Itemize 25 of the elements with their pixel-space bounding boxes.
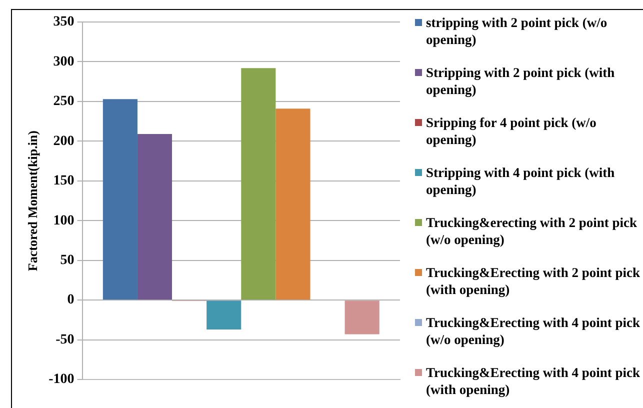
y-tick-label: 50 bbox=[60, 253, 74, 268]
y-tick-label: -50 bbox=[56, 332, 74, 348]
bar bbox=[276, 108, 310, 300]
y-tick-label: 350 bbox=[53, 14, 74, 30]
bar bbox=[137, 134, 172, 300]
legend-label: Trucking&Erecting with 2 point pick (with opening) bbox=[426, 264, 641, 298]
bar bbox=[344, 300, 380, 334]
y-tick-label: 300 bbox=[53, 54, 74, 70]
y-tick-label: 150 bbox=[53, 174, 74, 189]
y-tick-label: -100 bbox=[48, 372, 74, 388]
legend-label: Stripping with 4 point pick (with opening) bbox=[426, 164, 616, 198]
bar bbox=[206, 300, 242, 330]
bar bbox=[102, 99, 138, 300]
legend-label: Trucking&erecting with 2 point pick (w/o opening) bbox=[426, 214, 638, 248]
bar bbox=[241, 68, 276, 300]
legend-label: Trucking&Erecting with 4 point pick (w/o opening) bbox=[426, 314, 641, 348]
y-axis-title: Factored Moment(kip.in) bbox=[25, 130, 40, 272]
y-tick-label: 100 bbox=[53, 213, 74, 228]
y-tick-label: 250 bbox=[53, 94, 74, 110]
y-tick-label: 200 bbox=[53, 134, 74, 149]
legend-label: stripping with 2 point pick (w/o opening) bbox=[426, 14, 608, 48]
legend-label: Sripping for 4 point pick (w/o opening) bbox=[426, 114, 598, 148]
legend-label: Stripping with 2 point pick (with opening) bbox=[426, 64, 616, 98]
legend-label: Trucking&Erecting with 4 point pick (with opening) bbox=[426, 364, 641, 398]
y-tick-label: 0 bbox=[67, 292, 74, 308]
